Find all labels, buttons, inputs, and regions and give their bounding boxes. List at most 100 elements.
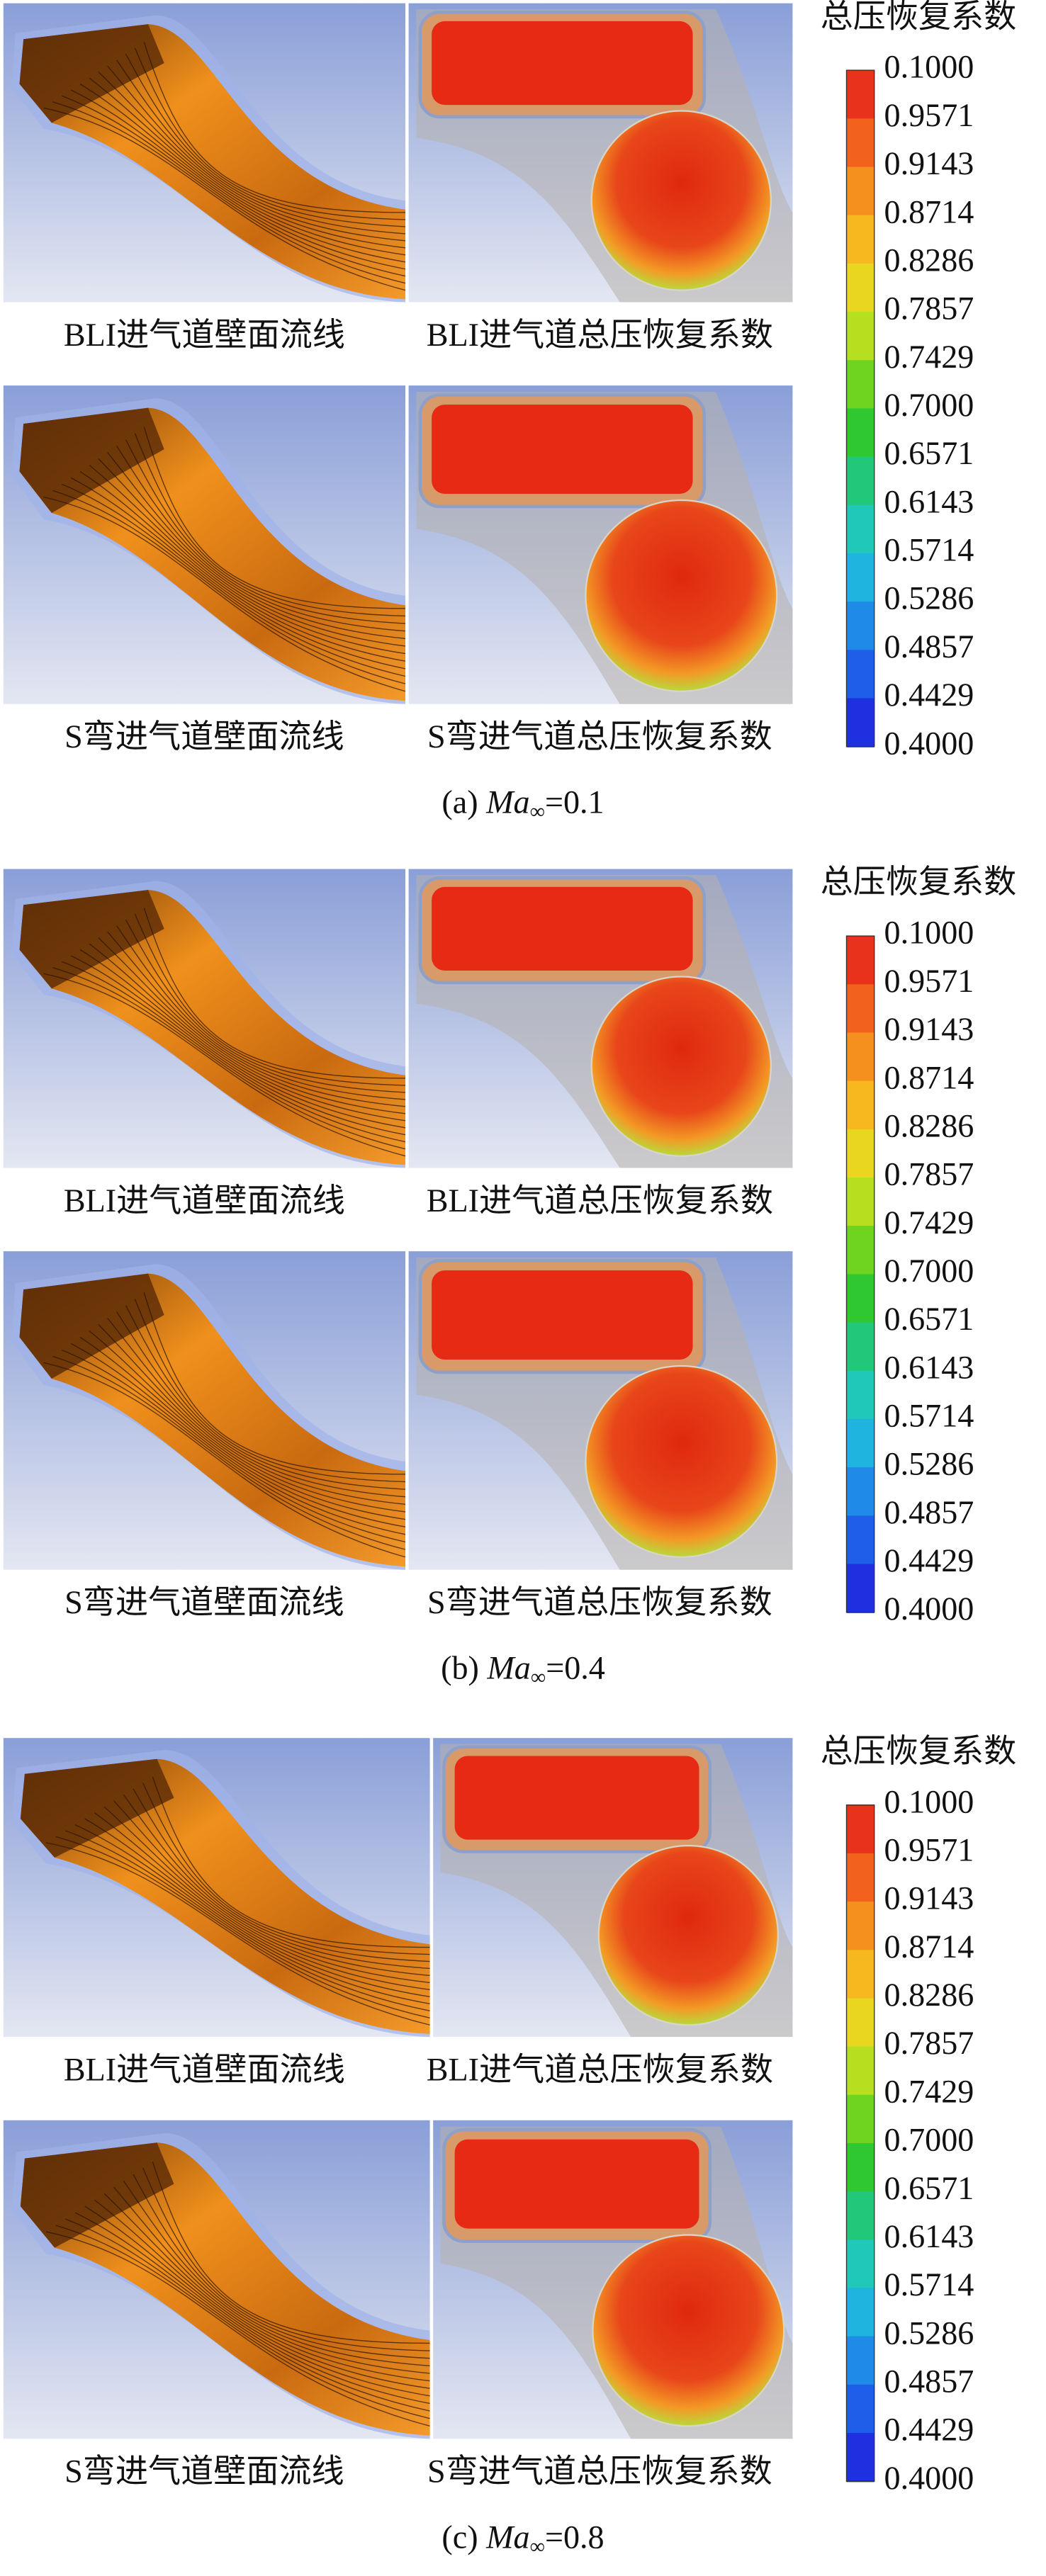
colorbar-title: 总压恢复系数 (821, 864, 1017, 900)
pressure-image (408, 869, 793, 1168)
caption-subscript: ∞ (530, 2535, 545, 2558)
streamline (133, 2174, 430, 2359)
colorbar-tick-label: 0.5286 (884, 1446, 974, 1482)
colorbar-band (846, 650, 875, 699)
colorbar-tick-label: 0.8286 (884, 242, 974, 278)
colorbar-tick-label: 0.7429 (884, 339, 974, 375)
colorbar-band (846, 1902, 875, 1951)
streamline (70, 1343, 406, 1535)
colorbar-tick-label: 0.8286 (884, 1977, 974, 2013)
image-caption: BLI进气道总压恢复系数 (427, 1182, 773, 1219)
colorbar-band (846, 2239, 875, 2289)
streamline (89, 464, 406, 655)
streamline (43, 496, 406, 692)
image-caption: BLI进气道壁面流线 (64, 2051, 345, 2087)
streamline (45, 1842, 430, 2026)
caption-symbol: Ma (485, 784, 529, 820)
streamline (52, 490, 406, 684)
image-caption: S弯进气道总压恢复系数 (427, 1584, 772, 1620)
duct-inlet (19, 407, 164, 513)
duct-body (19, 1273, 405, 1567)
colorbar-tick-label: 0.6571 (884, 435, 974, 471)
duct-body (19, 890, 405, 1165)
streamline (74, 2212, 430, 2405)
streamline (84, 1818, 430, 1998)
streamline (103, 2193, 430, 2382)
colorbar-band (846, 601, 875, 651)
colorbar-tick-label: 0.9143 (884, 1880, 974, 1916)
streamline (55, 1836, 430, 2018)
caption-value: =0.8 (545, 2519, 604, 2555)
inlet-contour (432, 1270, 693, 1360)
streamline (70, 477, 406, 670)
caption-value: =0.1 (545, 784, 604, 820)
streamline (143, 1292, 405, 1475)
streamline (152, 2161, 430, 2344)
streamline (123, 1794, 430, 1970)
colorbar-tick-label: 0.8286 (884, 1107, 974, 1143)
streamline (103, 1806, 430, 1984)
outlet-contour (590, 976, 772, 1157)
streamline-image (3, 1251, 406, 1570)
colorbar-band (846, 312, 875, 361)
colorbar-tick-label: 0.7429 (884, 1204, 974, 1241)
image-caption: S弯进气道总压恢复系数 (427, 718, 772, 755)
streamline (134, 1299, 406, 1483)
outlet-contour (592, 2234, 785, 2427)
colorbar-tick-label: 0.7857 (884, 1156, 974, 1192)
streamline (134, 47, 406, 220)
streamline (116, 446, 406, 632)
streamline (113, 2186, 430, 2374)
streamline (142, 2167, 430, 2351)
streamline (116, 60, 406, 235)
colorbar-band (846, 1418, 875, 1469)
colorbar-band (846, 504, 875, 555)
colorbar-band (846, 166, 875, 216)
panel-caption: (a) Ma∞=0.1 (442, 784, 604, 823)
streamline (62, 961, 406, 1143)
caption-subscript: ∞ (530, 800, 545, 823)
colorbar-band (846, 70, 875, 120)
pressure-image (433, 1738, 793, 2038)
colorbar-band (846, 215, 875, 265)
streamline (107, 931, 406, 1107)
streamline (45, 2231, 430, 2427)
duct-inlet (19, 1273, 164, 1379)
streamline (70, 89, 406, 270)
colorbar-tick-label: 0.5286 (884, 2315, 974, 2351)
streamline (125, 54, 406, 227)
streamline (52, 101, 406, 284)
colorbar-tick-label: 0.4429 (884, 2412, 974, 2448)
streamline (79, 949, 406, 1129)
caption-label: (b) (441, 1649, 479, 1685)
streamline (116, 1311, 406, 1498)
colorbar-band (846, 553, 875, 603)
colorbar-frame (845, 69, 875, 747)
streamline (94, 1812, 430, 1991)
streamline (98, 1324, 406, 1513)
colorbar-tick-label: 0.1000 (884, 49, 974, 85)
streamline (107, 1318, 406, 1506)
streamline (74, 1824, 430, 2005)
colorbar-tick-label: 0.7857 (884, 2025, 974, 2061)
streamline (98, 458, 406, 647)
colorbar-band (846, 984, 875, 1034)
streamline (55, 2225, 430, 2419)
duct-body (20, 1758, 430, 2034)
image-caption: BLI进气道壁面流线 (64, 317, 345, 353)
pressure-image (408, 385, 793, 704)
colorbar-frame (845, 1804, 875, 2482)
colorbar-tick-label: 0.4857 (884, 628, 974, 665)
caption-label: (c) (442, 2519, 478, 2555)
image-caption: S弯进气道总压恢复系数 (427, 2453, 772, 2490)
colorbar-band (846, 360, 875, 409)
colorbar-tick-label: 0.6571 (884, 2170, 974, 2206)
colorbar-tick-label: 0.7857 (884, 290, 974, 327)
colorbar-tick-label: 0.6571 (884, 1301, 974, 1337)
streamline (62, 483, 406, 677)
inlet-contour (454, 2139, 699, 2229)
streamline (84, 2205, 430, 2397)
colorbar-band (846, 118, 875, 168)
streamline (79, 83, 406, 263)
